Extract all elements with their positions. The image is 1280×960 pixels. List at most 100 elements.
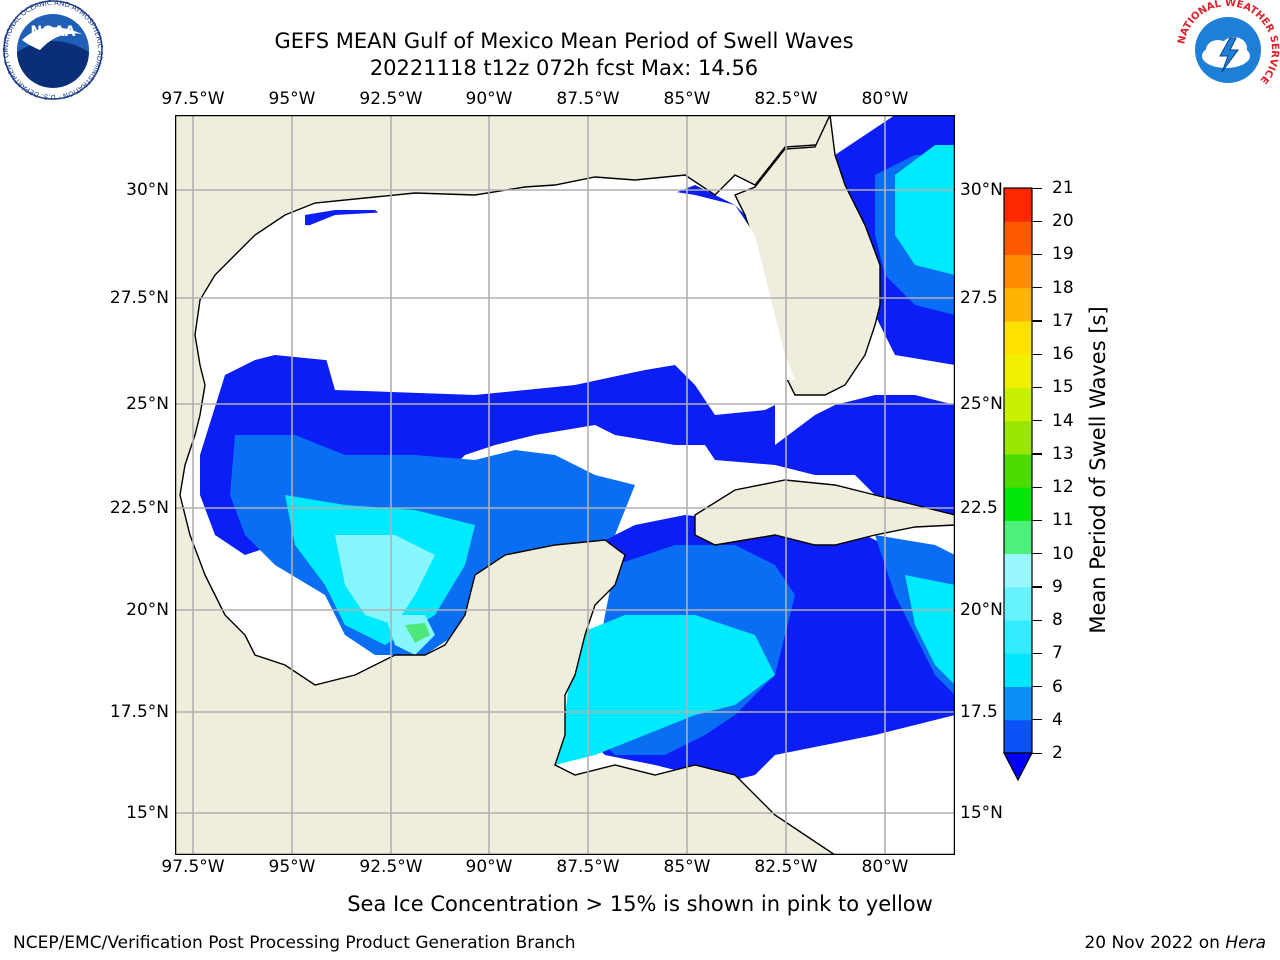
noaa-logo: NATIONAL OCEANIC AND ATMOSPHERIC ADMINIS… — [0, 0, 104, 100]
colorbar-tick-label: 18 — [1052, 277, 1074, 298]
colorbar-tick-label: 12 — [1052, 477, 1074, 498]
footer-left: NCEP/EMC/Verification Post Processing Pr… — [13, 933, 576, 953]
colorbar-band — [1004, 719, 1032, 754]
colorbar-tick-mark — [1032, 486, 1042, 488]
lat-label-right: 15°N — [960, 803, 1003, 823]
lon-label-top: 92.5°W — [359, 89, 423, 109]
lon-label-top: 82.5°W — [754, 89, 818, 109]
colorbar-tick-label: 14 — [1052, 410, 1074, 431]
lat-label-left: 17.5°N — [109, 702, 169, 722]
colorbar-band — [1004, 620, 1032, 654]
footer-date: 20 Nov 2022 on — [1084, 933, 1226, 953]
colorbar-tick-label: 15 — [1052, 377, 1074, 398]
colorbar-frame — [1003, 187, 1033, 754]
lon-label-bottom: 92.5°W — [359, 857, 423, 877]
lon-label-top: 87.5°W — [556, 89, 620, 109]
chart-title: GEFS MEAN Gulf of Mexico Mean Period of … — [274, 29, 854, 53]
colorbar-tick-label: 19 — [1052, 244, 1074, 265]
lat-label-left: 15°N — [126, 803, 169, 823]
land — [175, 115, 955, 855]
svg-text:NOAA: NOAA — [31, 24, 76, 40]
lon-label-top: 85°W — [663, 89, 711, 109]
colorbar-tick-mark — [1032, 586, 1042, 588]
lon-label-top: 95°W — [268, 89, 316, 109]
colorbar — [1003, 187, 1033, 782]
lat-label-right: 27.5 — [960, 288, 998, 308]
colorbar-band — [1004, 387, 1032, 422]
lon-label-bottom: 82.5°W — [754, 857, 818, 877]
lat-label-left: 30°N — [126, 180, 169, 200]
colorbar-band — [1004, 354, 1032, 388]
colorbar-tick-mark — [1032, 187, 1042, 189]
lat-label-left: 22.5°N — [109, 498, 169, 518]
colorbar-tick-mark — [1032, 553, 1042, 555]
colorbar-tick-label: 8 — [1052, 610, 1063, 631]
colorbar-band — [1004, 686, 1032, 721]
footer-machine: Hera — [1225, 933, 1266, 953]
colorbar-tick-mark — [1032, 353, 1042, 355]
lon-label-bottom: 90°W — [465, 857, 513, 877]
colorbar-band — [1004, 254, 1032, 289]
colorbar-band — [1004, 420, 1032, 455]
swell-field-8-9 — [335, 535, 435, 655]
colorbar-band — [1004, 221, 1032, 255]
colorbar-band — [1004, 320, 1032, 355]
colorbar-tick-mark — [1032, 220, 1042, 222]
lat-label-left: 20°N — [126, 600, 169, 620]
colorbar-band — [1004, 453, 1032, 488]
graticule — [175, 115, 955, 855]
colorbar-band — [1004, 553, 1032, 588]
lon-label-bottom: 87.5°W — [556, 857, 620, 877]
map-area — [175, 115, 955, 855]
colorbar-tick-mark — [1032, 287, 1042, 289]
colorbar-tick-label: 11 — [1052, 510, 1074, 531]
colorbar-tick-mark — [1032, 752, 1042, 754]
colorbar-tick-label: 7 — [1052, 643, 1063, 664]
lat-label-right: 25°N — [960, 394, 1003, 414]
colorbar-tick-mark — [1032, 719, 1042, 721]
footer-right: 20 Nov 2022 on Hera — [1084, 933, 1266, 953]
colorbar-tick-label: 13 — [1052, 443, 1074, 464]
colorbar-tick-label: 21 — [1052, 178, 1074, 198]
colorbar-label: Mean Period of Swell Waves [s] — [1086, 306, 1110, 634]
colorbar-band — [1004, 287, 1032, 322]
lat-label-right: 30°N — [960, 180, 1003, 200]
colorbar-tick-label: 6 — [1052, 676, 1063, 697]
lon-label-top: 97.5°W — [161, 89, 225, 109]
colorbar-tick-mark — [1032, 652, 1042, 654]
lat-label-right: 22.5 — [960, 498, 998, 518]
colorbar-extend-arrow — [1003, 752, 1033, 782]
lon-label-top: 80°W — [861, 89, 909, 109]
colorbar-tick-label: 20 — [1052, 211, 1074, 232]
colorbar-band — [1004, 487, 1032, 521]
colorbar-tick-mark — [1032, 420, 1042, 422]
colorbar-band — [1004, 653, 1032, 688]
colorbar-band — [1004, 188, 1032, 222]
colorbar-tick-mark — [1032, 386, 1042, 389]
ice-note: Sea Ice Concentration > 15% is shown in … — [347, 892, 933, 916]
colorbar-band — [1004, 520, 1032, 555]
lon-label-bottom: 80°W — [861, 857, 909, 877]
lon-label-bottom: 85°W — [663, 857, 711, 877]
colorbar-tick-mark — [1032, 519, 1042, 522]
colorbar-tick-mark — [1032, 453, 1042, 455]
colorbar-tick-mark — [1032, 686, 1042, 688]
lon-label-bottom: 97.5°W — [161, 857, 225, 877]
lat-label-left: 27.5°N — [109, 288, 169, 308]
lat-label-left: 25°N — [126, 394, 169, 414]
colorbar-tick-label: 9 — [1052, 576, 1063, 597]
colorbar-tick-label: 17 — [1052, 310, 1074, 331]
lat-label-right: 17.5 — [960, 702, 998, 722]
gulf-interior — [205, 187, 795, 380]
colorbar-tick-label: 16 — [1052, 344, 1074, 365]
lon-label-bottom: 95°W — [268, 857, 316, 877]
map-frame — [175, 115, 955, 855]
nws-logo: NATIONAL WEATHER SERVICE — [1176, 0, 1280, 99]
colorbar-tick-mark — [1032, 320, 1042, 322]
lon-label-top: 90°W — [465, 89, 513, 109]
colorbar-tick-label: 2 — [1052, 743, 1063, 763]
colorbar-tick-label: 10 — [1052, 543, 1074, 564]
colorbar-tick-label: 4 — [1052, 709, 1063, 730]
colorbar-tick-mark — [1032, 619, 1042, 621]
lat-label-right: 20°N — [960, 600, 1003, 620]
